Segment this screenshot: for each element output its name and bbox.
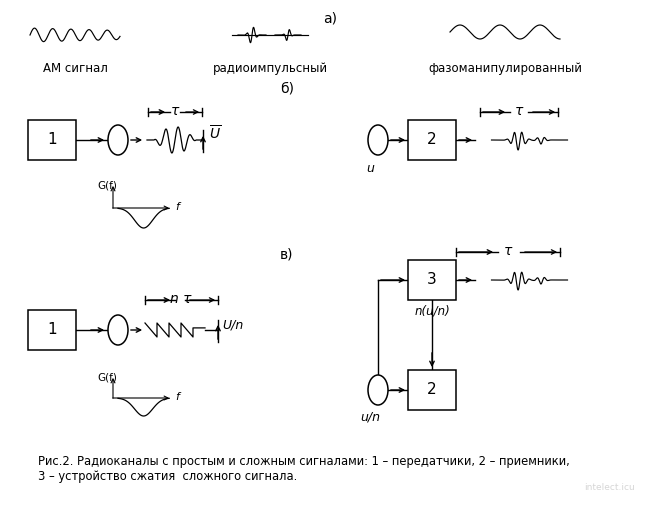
Ellipse shape	[368, 125, 388, 155]
Text: intelect.icu: intelect.icu	[584, 483, 635, 492]
Text: G(f): G(f)	[97, 373, 117, 383]
Ellipse shape	[368, 375, 388, 405]
Bar	[28, 310, 76, 350]
Text: 1: 1	[47, 322, 57, 338]
Text: в): в)	[280, 248, 293, 262]
Ellipse shape	[108, 315, 128, 345]
Text: 2: 2	[427, 132, 437, 148]
Text: 2: 2	[427, 382, 437, 397]
Text: n(u/n): n(u/n)	[414, 305, 450, 318]
Text: τ: τ	[171, 104, 179, 118]
Text: фазоманипулированный: фазоманипулированный	[428, 62, 582, 75]
Text: u/n: u/n	[360, 411, 380, 424]
Text: τ: τ	[515, 104, 523, 118]
Text: f: f	[175, 392, 179, 402]
Ellipse shape	[108, 125, 128, 155]
Text: τ: τ	[504, 244, 512, 258]
Bar	[408, 120, 456, 160]
Text: 3: 3	[427, 272, 437, 287]
Text: Рис.2. Радиоканалы с простым и сложным сигналами: 1 – передатчики, 2 – приемники: Рис.2. Радиоканалы с простым и сложным с…	[38, 455, 570, 483]
Text: $\overline{U}$: $\overline{U}$	[209, 124, 221, 142]
Text: f: f	[175, 202, 179, 212]
Text: АМ сигнал: АМ сигнал	[43, 62, 107, 75]
Text: б): б)	[280, 82, 294, 96]
Text: 1: 1	[47, 132, 57, 148]
Text: G(f): G(f)	[97, 181, 117, 191]
Bar	[408, 260, 456, 300]
Text: радиоимпульсный: радиоимпульсный	[212, 62, 327, 75]
Bar	[408, 370, 456, 410]
Text: U/n: U/n	[222, 318, 243, 332]
Text: n τ: n τ	[170, 292, 191, 306]
Bar	[28, 120, 76, 160]
Text: а): а)	[323, 12, 337, 26]
Text: u: u	[366, 162, 374, 175]
